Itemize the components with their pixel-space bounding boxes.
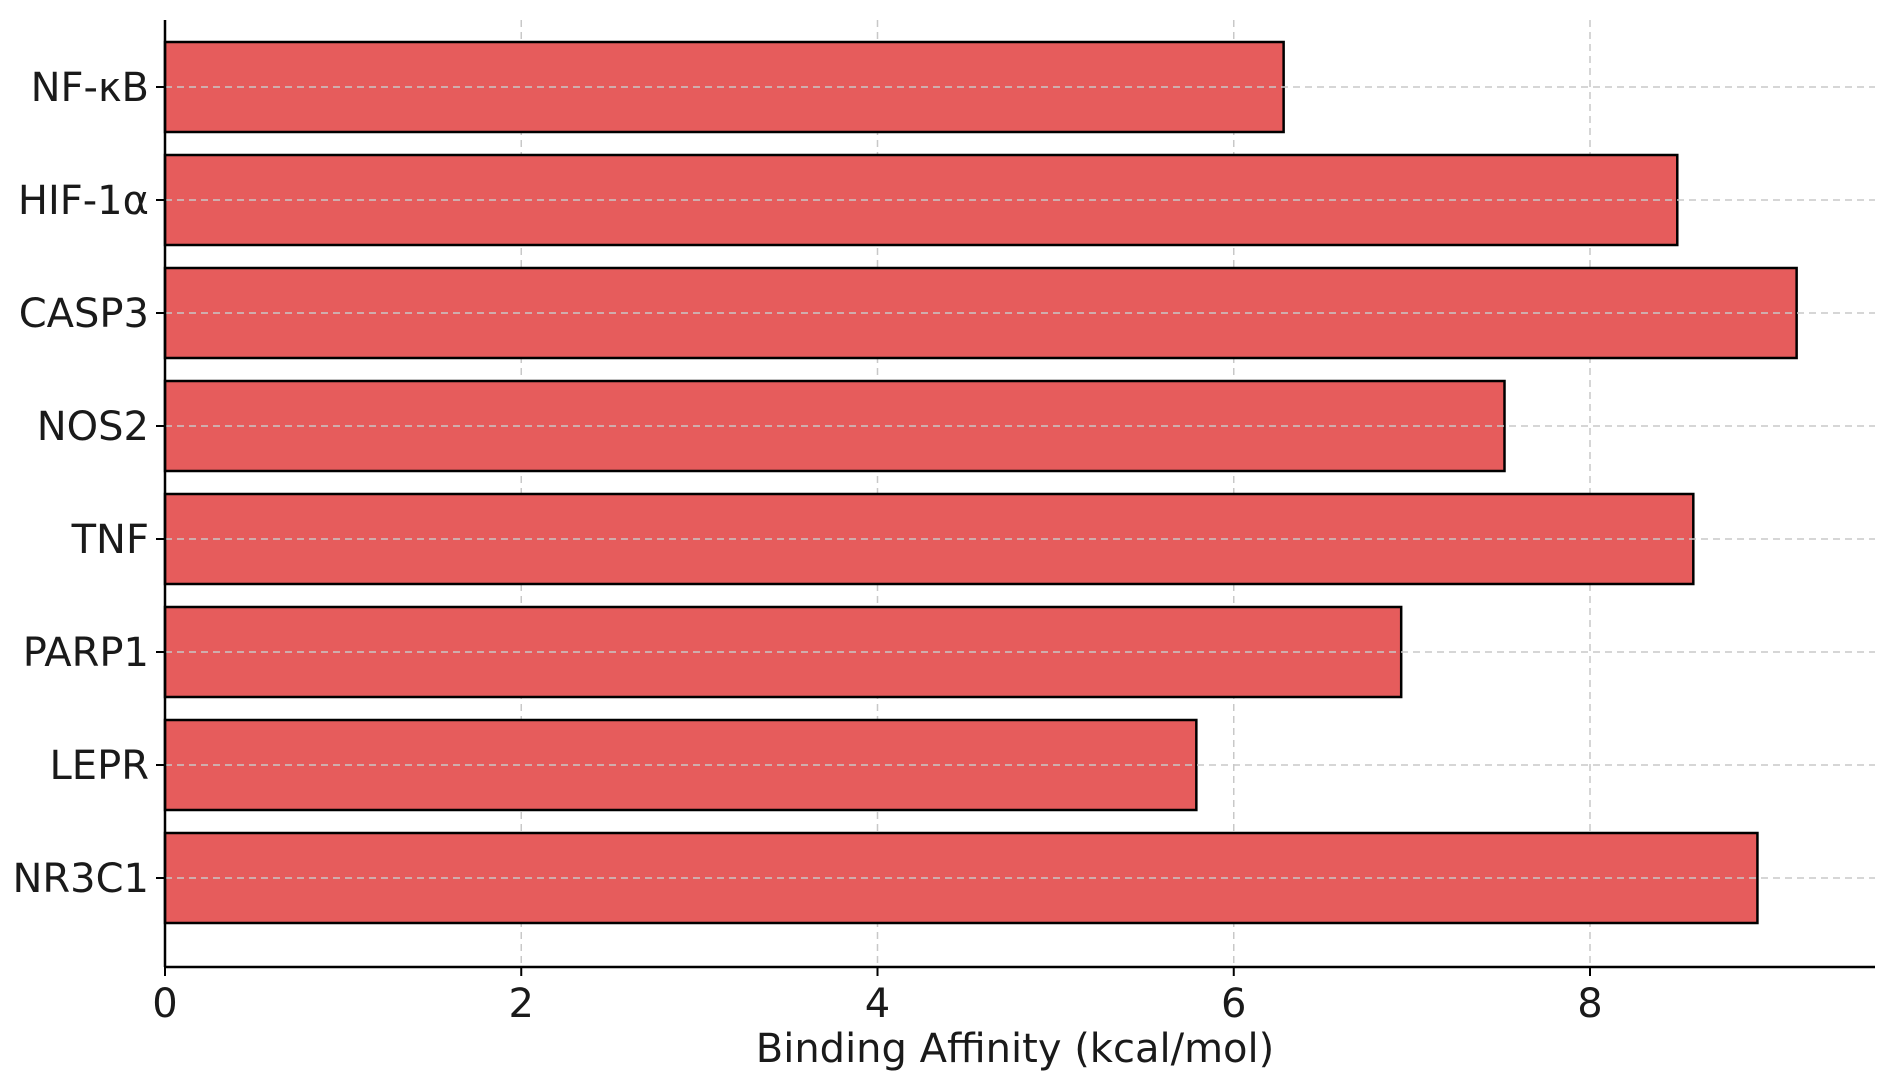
category-label: PARP1 (23, 630, 149, 676)
x-tick-label: 4 (865, 981, 890, 1027)
category-label: NOS2 (37, 404, 149, 450)
x-tick-label: 6 (1221, 981, 1246, 1027)
category-label: TNF (71, 517, 149, 563)
category-label: LEPR (50, 743, 149, 789)
x-tick-label: 0 (152, 981, 177, 1027)
bars (163, 40, 1798, 925)
x-axis-title: Binding Affinity (kcal/mol) (756, 1026, 1274, 1072)
category-label: NR3C1 (12, 856, 149, 902)
category-labels: NF-κB HIF-1α CASP3 NOS2 TNF PARP1 LEPR NR3C1 (12, 65, 165, 902)
x-ticks: 0 2 4 6 8 (152, 967, 1603, 1027)
category-label: HIF-1α (18, 178, 149, 224)
x-tick-label: 8 (1577, 981, 1602, 1027)
category-label: CASP3 (19, 291, 149, 337)
bar (163, 379, 1506, 473)
category-label: NF-κB (31, 65, 149, 111)
x-tick-label: 2 (509, 981, 534, 1027)
